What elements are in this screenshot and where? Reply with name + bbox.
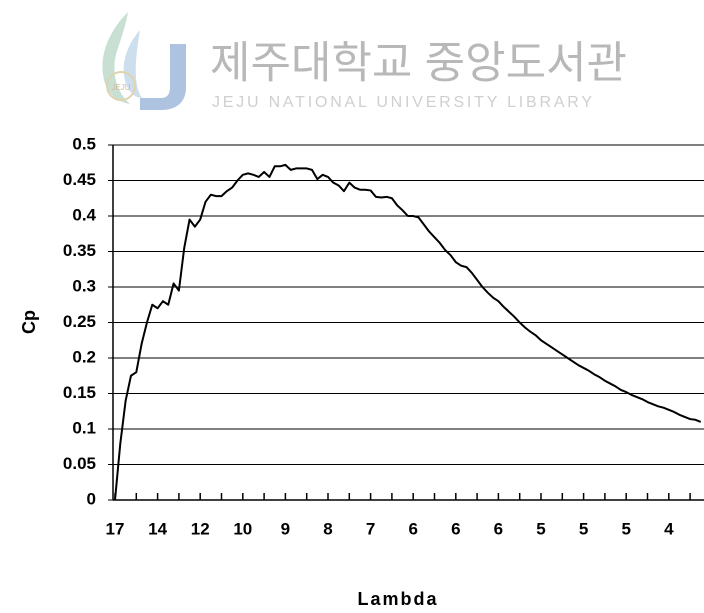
y-tick-label: 0.35 (63, 241, 96, 260)
y-tick-label: 0.05 (63, 454, 96, 473)
watermark-logo: JEJU (102, 12, 186, 110)
data-line (114, 163, 702, 501)
y-tick-label: 0.2 (72, 347, 96, 366)
x-tick-label: 4 (664, 519, 674, 538)
x-tick-label: 5 (579, 519, 588, 538)
x-tick-label: 5 (621, 519, 630, 538)
logo-j (140, 44, 186, 110)
y-tick-label: 0 (87, 489, 96, 508)
x-tick-label: 10 (233, 519, 252, 538)
x-tick-label: 14 (148, 519, 167, 538)
y-axis-title: Cp (19, 310, 39, 334)
y-tick-label: 0.4 (72, 205, 96, 224)
logo-seal (106, 71, 136, 101)
x-tick-label: 7 (366, 519, 375, 538)
x-axis-title: Lambda (357, 589, 438, 609)
y-tick-label: 0.5 (72, 134, 96, 153)
watermark-subtitle: JEJU NATIONAL UNIVERSITY LIBRARY (212, 94, 592, 111)
x-tick-label: 6 (451, 519, 460, 538)
x-tick-label: 12 (191, 519, 210, 538)
x-tick-label: 6 (408, 519, 417, 538)
x-tick-label: 8 (323, 519, 332, 538)
y-tick-label: 0.45 (63, 170, 96, 189)
watermark-title: 제주대학교 중앙도서관 (210, 39, 627, 88)
x-tick-label: 6 (494, 519, 503, 538)
y-tick-label: 0.1 (72, 418, 96, 437)
logo-text: JEJU (111, 83, 130, 92)
y-tick-label: 0.25 (63, 312, 96, 331)
y-tick-label: 0.3 (72, 276, 96, 295)
x-tick-label: 5 (536, 519, 545, 538)
logo-leaf (123, 30, 142, 98)
logo-leaf (102, 12, 130, 104)
x-tick-label: 9 (281, 519, 290, 538)
y-tick-label: 0.15 (63, 383, 96, 402)
x-tick-label: 17 (106, 519, 125, 538)
